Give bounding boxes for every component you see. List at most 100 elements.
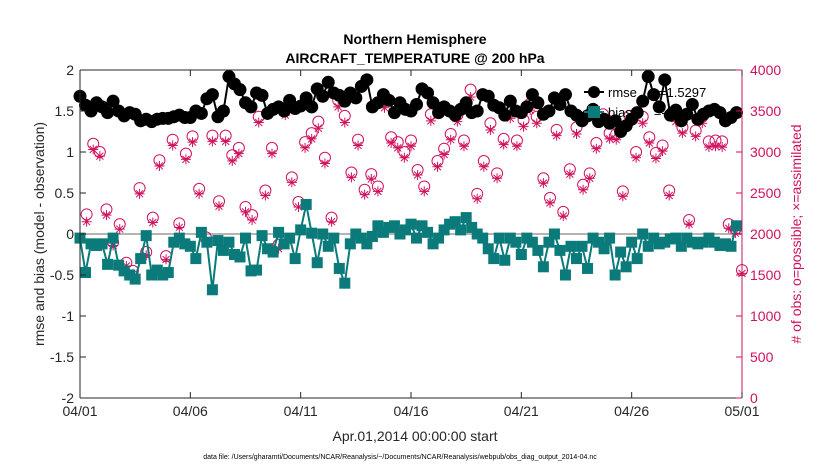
obs-assimilated-point xyxy=(498,139,509,150)
bias-point xyxy=(686,236,698,248)
obs-assimilated-point xyxy=(114,224,125,235)
rmse-series-layer xyxy=(73,70,743,138)
bias-point xyxy=(681,232,693,244)
bias-point xyxy=(394,228,406,240)
obs-assimilated-point xyxy=(551,130,562,141)
bias-point xyxy=(212,235,224,247)
obs-assimilated-point xyxy=(717,142,728,153)
y-right-tick-label: 2500 xyxy=(750,185,781,201)
bias-point xyxy=(554,244,566,256)
bias-point xyxy=(449,216,461,228)
bias-point xyxy=(322,240,334,252)
y-left-tick-label: 1 xyxy=(66,144,74,160)
obs-assimilated-point xyxy=(637,118,648,129)
obs-assimilated-point xyxy=(214,201,225,212)
obs-assimilated-point xyxy=(154,160,165,171)
bias-point xyxy=(576,240,588,252)
bias-point xyxy=(571,253,582,265)
bias-point xyxy=(146,269,158,281)
bias-point xyxy=(399,224,411,236)
bias-point xyxy=(697,236,709,248)
obs-assimilated-point xyxy=(260,190,271,201)
obs-assimilated-point xyxy=(425,115,436,126)
obs-assimilated-point xyxy=(465,92,476,103)
bias-point xyxy=(405,218,417,230)
rmse-point xyxy=(459,96,473,110)
obs-assimilated-point xyxy=(472,193,483,204)
bias-point xyxy=(460,212,472,224)
obs-assimilated-point xyxy=(419,186,430,197)
y-left-axis-ticks: -2 -1.5 -1 -0.5 0 0.5 1 1.5 2 xyxy=(50,62,86,406)
rmse-point xyxy=(360,73,374,87)
bias-point xyxy=(615,246,627,258)
rmse-point xyxy=(277,104,291,118)
rmse-point xyxy=(233,83,247,97)
obs-assimilated-point xyxy=(478,161,489,172)
rmse-point xyxy=(382,93,396,107)
rmse-point xyxy=(106,94,120,108)
rmse-point xyxy=(426,96,440,110)
bias-point xyxy=(129,273,141,285)
obs-assimilated-point xyxy=(677,128,688,139)
bias-point xyxy=(195,226,207,238)
bias-point xyxy=(504,232,516,244)
bias-point xyxy=(493,232,505,244)
rmse-point xyxy=(470,104,484,118)
bias-point xyxy=(245,265,257,277)
obs-assimilated-point xyxy=(339,117,350,128)
chart-title: Northern Hemisphere xyxy=(343,31,486,47)
x-axis-ticks: 04/01 04/06 04/11 04/16 04/21 04/26 05/01 xyxy=(62,70,760,419)
obs-assimilated-point xyxy=(141,250,152,261)
obs-assimilated-point xyxy=(531,118,542,129)
bias-point xyxy=(433,232,445,244)
bias-point xyxy=(339,277,351,289)
obs-assimilated-point xyxy=(604,133,615,144)
y-left-axis-label: rmse and bias (model - observation) xyxy=(31,122,47,346)
chart-subtitle: AIRCRAFT_TEMPERATURE @ 200 hPa xyxy=(285,50,544,66)
bias-point xyxy=(515,249,527,260)
rmse-point xyxy=(680,107,694,121)
obs-assimilated-point xyxy=(220,136,231,147)
bias-point xyxy=(206,284,218,296)
bias-point xyxy=(620,261,632,273)
bias-point xyxy=(289,253,301,265)
bias-point xyxy=(582,262,594,274)
obs-assimilated-point xyxy=(293,201,304,212)
bias-point xyxy=(228,249,240,260)
bias-point xyxy=(157,269,169,281)
obs-assimilated-point xyxy=(253,117,264,128)
obs-assimilated-point xyxy=(485,124,496,135)
rmse-point xyxy=(685,97,699,111)
x-axis-label: Apr.01,2014 00:00:00 start xyxy=(332,428,497,444)
rmse-point xyxy=(503,94,517,108)
obs-assimilated-point xyxy=(703,142,714,153)
y-left-tick-label: -0.5 xyxy=(50,267,74,283)
y-right-tick-label: 500 xyxy=(750,349,774,365)
obs-assimilated-point xyxy=(650,153,661,164)
rmse-point xyxy=(531,96,545,110)
obs-assimilated-point xyxy=(452,116,463,127)
bias-point xyxy=(670,232,682,244)
obs-assimilated-point xyxy=(194,188,205,199)
obs-assimilated-point xyxy=(273,243,284,254)
bias-point xyxy=(543,236,555,248)
obs-assimilated-point xyxy=(564,169,575,180)
bias-point xyxy=(355,232,367,244)
rmse-point xyxy=(387,106,401,120)
obs-assimilated-point xyxy=(591,143,602,154)
bias-point xyxy=(471,228,483,240)
rmse-point xyxy=(321,75,335,89)
y-left-tick-label: -2 xyxy=(62,390,75,406)
rmse-point xyxy=(669,103,683,117)
obs-assimilated-point xyxy=(578,184,589,195)
bias-point xyxy=(532,244,544,256)
bias-point xyxy=(548,228,560,240)
obs-assimilated-point xyxy=(266,148,277,159)
rmse-point xyxy=(647,88,661,102)
bias-point xyxy=(372,220,384,232)
bias-point xyxy=(388,220,400,232)
obs-assimilated-point xyxy=(180,154,191,165)
obs-assimilated-point xyxy=(81,216,92,227)
rmse-point xyxy=(410,97,424,111)
bias-point xyxy=(455,224,467,236)
